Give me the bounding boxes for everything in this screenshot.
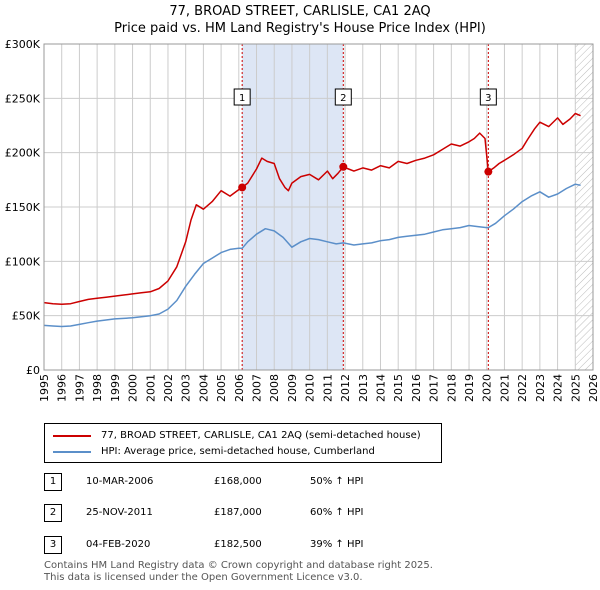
footer-licence: This data is licensed under the Open Gov… [44,572,363,583]
transaction-hpi-delta: 50% ↑ HPI [310,476,364,487]
x-tick-label: 2014 [374,374,387,402]
transaction-date: 25-NOV-2011 [86,507,153,518]
plot-border [43,43,594,371]
x-tick-label: 2008 [268,374,281,402]
footer-copyright: Contains HM Land Registry data © Crown c… [44,560,433,571]
x-tick-label: 2018 [445,374,458,402]
transaction-box [233,88,251,106]
x-tick-label: 2013 [357,374,370,402]
transaction-date: 04-FEB-2020 [86,539,151,550]
y-tick-label: £200K [5,147,41,160]
x-tick-label: 2025 [569,374,582,402]
transaction-badge: 1 [44,473,62,491]
x-tick-label: 2006 [233,374,246,402]
x-tick-label: 2022 [516,374,529,402]
transaction-box-label: 2 [340,93,346,104]
x-tick-label: 2023 [534,374,547,402]
chart-title-line1: 77, BROAD STREET, CARLISLE, CA1 2AQ [169,4,431,19]
transaction-badge: 2 [44,504,62,522]
transaction-box [479,88,497,106]
legend-label-property: 77, BROAD STREET, CARLISLE, CA1 2AQ (sem… [101,430,421,441]
legend-label-hpi: HPI: Average price, semi-detached house,… [101,446,375,457]
y-tick-label: £150K [5,201,41,214]
transaction-point [339,162,348,171]
transaction-box-label: 1 [239,93,245,104]
legend-line-property [53,435,91,437]
x-tick-label: 2001 [144,374,157,402]
x-tick-label: 2024 [552,374,565,402]
y-tick-label: £50K [12,310,41,323]
x-tick-label: 2004 [197,374,210,402]
x-tick-label: 1998 [91,374,104,402]
x-tick-label: 2026 [587,374,600,402]
x-tick-label: 2015 [392,374,405,402]
transaction-price: £168,000 [214,476,262,487]
transaction-badge: 3 [44,536,62,554]
x-tick-label: 1999 [109,374,122,402]
transaction-box-label: 3 [485,93,491,104]
x-tick-label: 2009 [286,374,299,402]
x-tick-label: 1996 [56,374,69,402]
legend: 77, BROAD STREET, CARLISLE, CA1 2AQ (sem… [44,423,442,463]
x-tick-label: 2010 [304,374,317,402]
chart-title-line2: Price paid vs. HM Land Registry's House … [114,21,486,36]
x-tick-label: 2003 [180,374,193,402]
transaction-hpi-delta: 60% ↑ HPI [310,507,364,518]
x-tick-label: 2000 [127,374,140,402]
x-tick-label: 2002 [162,374,175,402]
x-tick-label: 2017 [428,374,441,402]
x-tick-label: 1997 [73,374,86,402]
y-tick-label: £250K [5,92,41,105]
legend-line-hpi [53,451,91,453]
y-tick-label: £100K [5,255,41,268]
property-price-line [43,112,581,306]
transaction-price: £187,000 [214,507,262,518]
transaction-price: £182,500 [214,539,262,550]
price-chart: 1 2 3 £0 £50K £100K £150K £200K £250K £300K 1995 1… [5,38,600,402]
x-tick-label: 1995 [38,374,51,402]
x-tick-label: 2005 [215,374,228,402]
x-tick-label: 2011 [321,374,334,402]
transaction-hpi-delta: 39% ↑ HPI [310,539,364,550]
transaction-box [334,88,352,106]
transaction-point [238,183,247,192]
x-tick-label: 2012 [339,374,352,402]
x-tick-label: 2016 [410,374,423,402]
x-tick-label: 2021 [498,374,511,402]
x-tick-label: 2020 [481,374,494,402]
hpi-line [43,183,581,328]
transaction-point [484,167,493,176]
x-tick-label: 2007 [251,374,264,402]
y-tick-label: £300K [5,38,41,51]
x-tick-label: 2019 [463,374,476,402]
transaction-date: 10-MAR-2006 [86,476,154,487]
y-tick-label: £0 [26,364,40,377]
